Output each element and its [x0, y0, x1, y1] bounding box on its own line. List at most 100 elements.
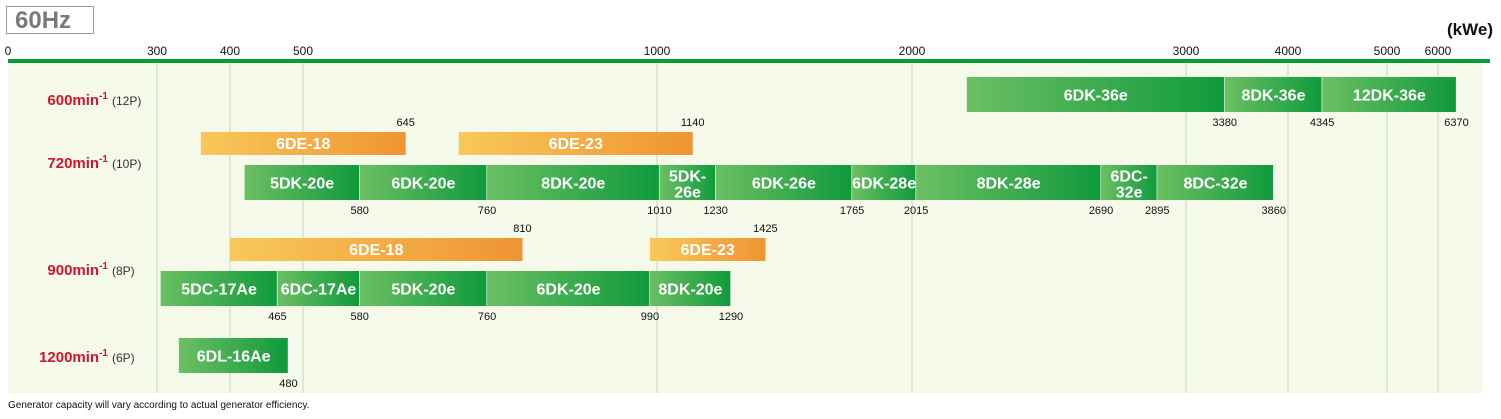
footnote: Generator capacity will vary according t… [8, 400, 310, 411]
x-tick-label: 3000 [1173, 44, 1200, 58]
x-tick-label: 2000 [899, 44, 926, 58]
speed-value: 1200min [39, 349, 99, 366]
green-bar [1101, 165, 1158, 200]
green-bar [659, 165, 716, 200]
green-bar [359, 165, 488, 200]
plot-background [8, 62, 1483, 393]
green-bar-group: 6DK-36e 3380 [966, 77, 1237, 129]
bar-label: 6DE-18 [276, 136, 330, 153]
end-value-label: 3380 [1213, 117, 1237, 129]
pole-label: (12P) [112, 94, 141, 108]
speed-label: 1200min-1 [39, 348, 108, 366]
bar-label: 6DC-17Ae [281, 282, 357, 299]
end-value-label: 3860 [1261, 205, 1285, 217]
speed-exponent: -1 [99, 154, 108, 165]
end-value-label: 1290 [719, 311, 743, 323]
green-bar [359, 271, 488, 306]
orange-bar-group: 6DE-23 1425 [649, 223, 778, 261]
bar-label: 6DC-32e [1110, 169, 1147, 202]
green-bar-group: 6DK-28e 2015 [852, 165, 928, 217]
green-bar-group: 12DK-36e 6370 [1322, 77, 1469, 129]
green-bar [916, 165, 1102, 200]
speed-exponent: -1 [99, 348, 108, 359]
bar-label: 8DK-20e [541, 176, 605, 193]
x-tick-label: 500 [293, 44, 313, 58]
bar-label: 8DK-36e [1241, 88, 1305, 105]
bar-label: 6DK-20e [536, 282, 600, 299]
bar-label: 5DK-20e [270, 176, 334, 193]
green-bar [1322, 77, 1457, 112]
green-bar-group: 5DK-26e 1230 [659, 165, 728, 217]
green-bar [1157, 165, 1274, 200]
end-value-label: 1140 [681, 117, 705, 129]
end-value-label: 480 [279, 378, 297, 390]
green-bar-group: 6DC-17Ae 580 [277, 271, 369, 323]
bar-label: 8DK-28e [977, 176, 1041, 193]
x-tick-label: 400 [220, 44, 240, 58]
orange-bar-group: 6DE-23 1140 [458, 117, 705, 155]
green-bar [160, 271, 278, 306]
speed-label: 720min-1 [47, 154, 108, 172]
green-bar-group: 5DK-20e 760 [359, 271, 496, 323]
green-bar-group: 6DK-26e 1765 [715, 165, 864, 217]
speed-label: 900min-1 [47, 261, 108, 279]
green-bar-group: 5DC-17Ae 465 [160, 271, 287, 323]
green-bar [487, 165, 660, 200]
end-value-label: 580 [350, 205, 368, 217]
bar-label: 12DK-36e [1353, 88, 1426, 105]
bar-label: 6DK-28e [852, 176, 916, 193]
end-value-label: 6370 [1444, 117, 1468, 129]
bar-label: 5DK-20e [391, 282, 455, 299]
end-value-label: 4345 [1310, 117, 1334, 129]
green-bar [966, 77, 1225, 112]
green-bar [487, 271, 650, 306]
x-tick-label: 6000 [1425, 44, 1452, 58]
green-bar-group: 6DK-20e 990 [487, 271, 659, 323]
green-bar-group: 8DK-20e 1290 [649, 271, 743, 323]
green-bar-group: 8DK-36e 4345 [1224, 77, 1334, 129]
orange-bar [458, 132, 693, 155]
x-tick-label: 0 [5, 44, 12, 58]
green-bar-group: 5DK-20e 580 [244, 165, 369, 217]
end-value-label: 465 [268, 311, 286, 323]
x-tick-label: 5000 [1374, 44, 1401, 58]
green-bar-group: 8DK-20e 1010 [487, 165, 672, 217]
end-value-label: 1765 [840, 205, 864, 217]
bar-label: 6DE-18 [349, 242, 403, 259]
end-value-label: 1425 [753, 223, 777, 235]
bar-label: 5DK-26e [669, 169, 706, 202]
green-bar [1224, 77, 1323, 112]
green-bar [649, 271, 731, 306]
pole-label: (6P) [112, 351, 135, 365]
green-bar [244, 165, 360, 200]
end-value-label: 2690 [1089, 205, 1113, 217]
orange-bar [230, 238, 523, 261]
green-bar-group: 8DC-32e 3860 [1157, 165, 1286, 217]
end-value-label: 1010 [647, 205, 671, 217]
x-tick-label: 1000 [644, 44, 671, 58]
unit-label: (kWe) [1447, 20, 1493, 39]
green-bar [715, 165, 853, 200]
bar-label: 6DE-23 [549, 136, 603, 153]
orange-bar [200, 132, 406, 155]
end-value-label: 760 [478, 311, 496, 323]
bar-label: 6DK-20e [391, 176, 455, 193]
green-bar [277, 271, 360, 306]
bar-label: 6DK-26e [752, 176, 816, 193]
orange-bar [649, 238, 766, 261]
x-tick-label: 300 [147, 44, 167, 58]
green-bar-group: 6DL-16Ae 480 [178, 338, 298, 390]
end-value-label: 580 [350, 311, 368, 323]
end-value-label: 760 [478, 205, 496, 217]
pole-label: (8P) [112, 264, 135, 278]
speed-value: 720min [47, 155, 99, 172]
bar-label: 8DC-32e [1183, 176, 1247, 193]
end-value-label: 2895 [1145, 205, 1169, 217]
frequency-title: 60Hz [6, 6, 94, 34]
orange-bar-group: 6DE-18 645 [200, 117, 415, 155]
green-bar-group: 6DC-32e 2895 [1101, 165, 1169, 217]
green-bar [852, 165, 917, 200]
end-value-label: 990 [641, 311, 659, 323]
end-value-label: 810 [513, 223, 531, 235]
